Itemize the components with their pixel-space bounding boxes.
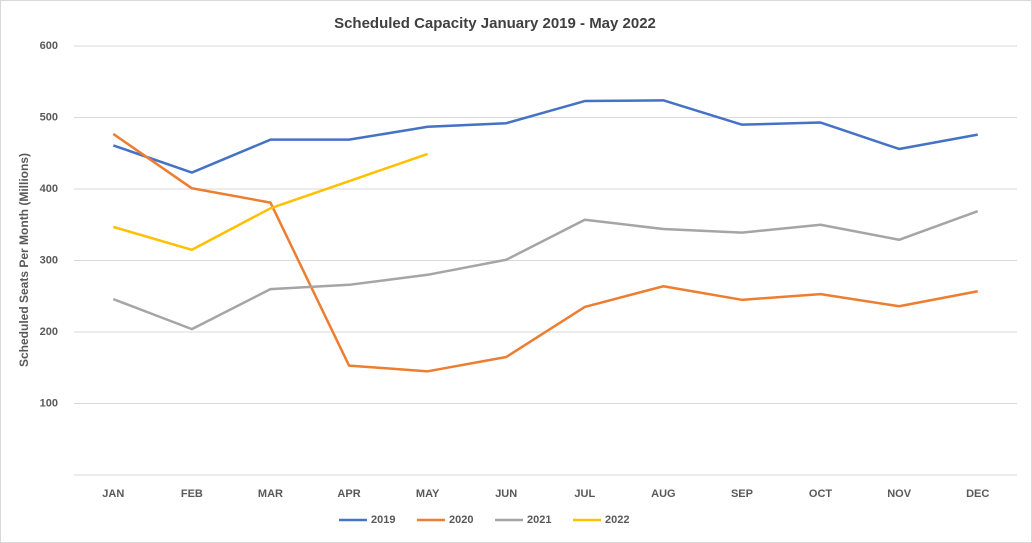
- x-tick-label: JUN: [495, 488, 517, 500]
- x-tick-label: MAY: [416, 488, 440, 500]
- series-line: [112, 152, 429, 252]
- x-tick-label: SEP: [731, 488, 753, 500]
- x-tick-label: JUL: [574, 488, 595, 500]
- y-tick-label: 300: [40, 254, 58, 266]
- chart-title: Scheduled Capacity January 2019 - May 20…: [334, 15, 656, 32]
- x-tick-label: MAR: [258, 488, 283, 500]
- y-axis-label: Scheduled Seats Per Month (Millions): [17, 153, 31, 367]
- x-tick-label: JAN: [102, 488, 124, 500]
- y-tick-label: 500: [40, 111, 58, 123]
- y-tick-label: 400: [40, 183, 58, 195]
- x-tick-label: NOV: [887, 488, 912, 500]
- x-tick-label: AUG: [651, 488, 675, 500]
- x-tick-label: DEC: [966, 488, 989, 500]
- legend-label: 2019: [371, 514, 395, 526]
- y-tick-label: 200: [40, 326, 58, 338]
- x-tick-label: OCT: [809, 488, 833, 500]
- legend-label: 2020: [449, 514, 473, 526]
- legend-label: 2022: [605, 514, 629, 526]
- y-tick-label: 100: [40, 397, 58, 409]
- series-line: [112, 99, 978, 174]
- legend-label: 2021: [527, 514, 551, 526]
- series-line: [112, 209, 979, 331]
- x-tick-label: FEB: [181, 488, 203, 500]
- x-tick-label: APR: [337, 488, 360, 500]
- y-tick-label: 600: [40, 40, 58, 52]
- series-line: [112, 132, 978, 373]
